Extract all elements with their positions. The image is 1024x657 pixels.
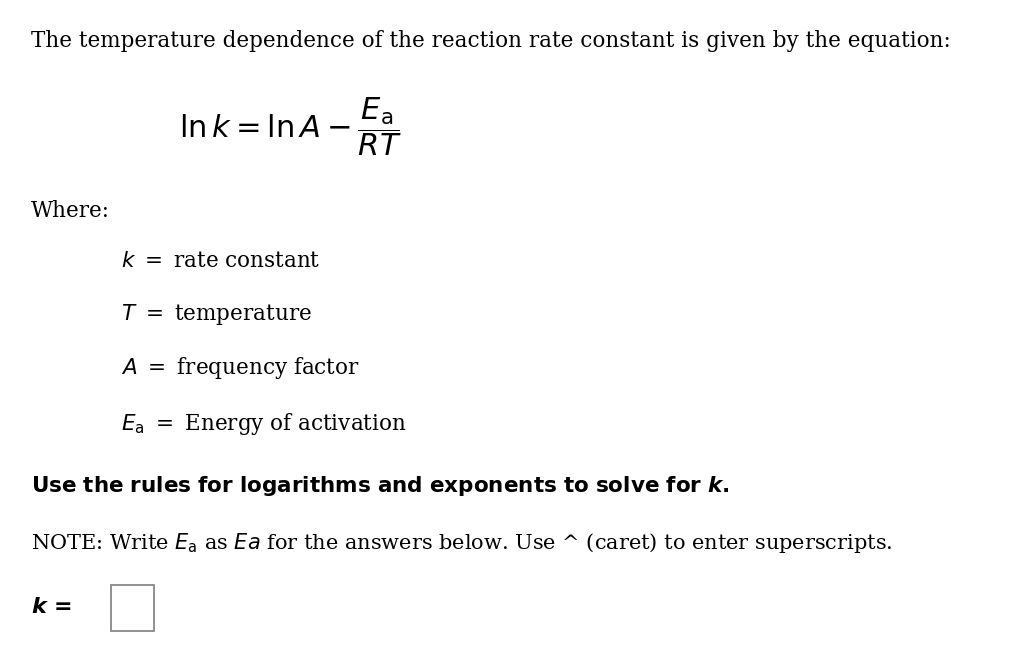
Text: $\boldsymbol{k}$ =: $\boldsymbol{k}$ =: [31, 597, 72, 616]
Text: $\ln k = \ln A - \dfrac{E_{\mathrm{a}}}{RT}$: $\ln k = \ln A - \dfrac{E_{\mathrm{a}}}{…: [179, 95, 402, 158]
Text: $E_{\mathrm{a}}$ $=$ Energy of activation: $E_{\mathrm{a}}$ $=$ Energy of activatio…: [121, 411, 407, 437]
FancyBboxPatch shape: [111, 585, 154, 631]
Text: $\mathbf{Use\ the\ rules\ for\ logarithms\ and\ exponents\ to\ solve\ for}\ \bol: $\mathbf{Use\ the\ rules\ for\ logarithm…: [31, 474, 729, 499]
Text: $A$ $=$ frequency factor: $A$ $=$ frequency factor: [121, 355, 359, 381]
Text: $k$ $=$ rate constant: $k$ $=$ rate constant: [121, 250, 321, 271]
Text: The temperature dependence of the reaction rate constant is given by the equatio: The temperature dependence of the reacti…: [31, 30, 950, 51]
Text: NOTE: Write $E_{\mathrm{a}}$ as $\mathit{Ea}$ for the answers below. Use ^ (care: NOTE: Write $E_{\mathrm{a}}$ as $\mathit…: [31, 531, 892, 555]
Text: $T$ $=$ temperature: $T$ $=$ temperature: [121, 302, 311, 327]
Text: Where:: Where:: [31, 200, 110, 222]
